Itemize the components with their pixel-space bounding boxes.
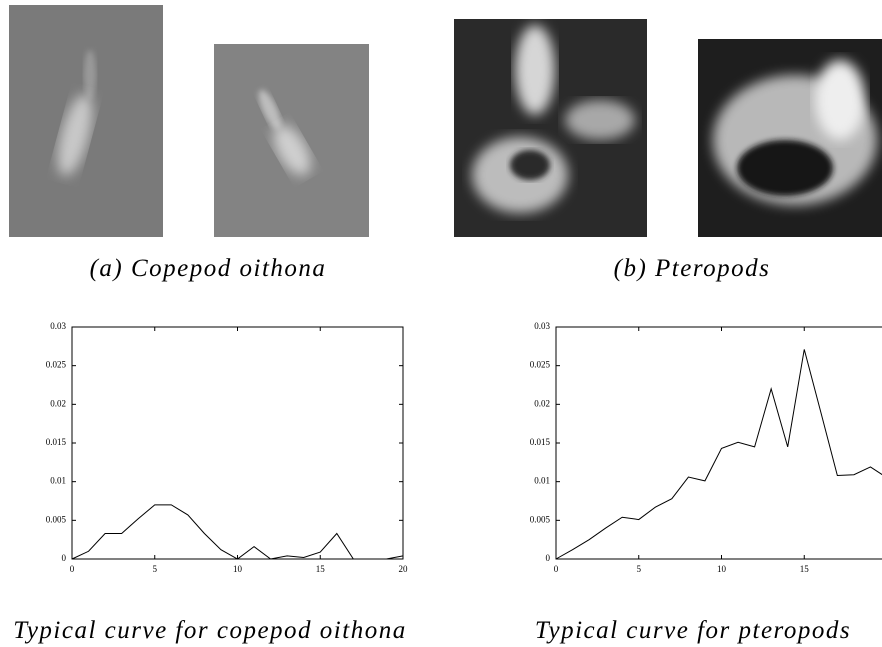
photo xyxy=(9,5,163,237)
x-tick-label: 0 xyxy=(70,564,75,574)
y-tick-label: 0.005 xyxy=(530,514,551,524)
y-tick-label: 0.015 xyxy=(530,437,551,447)
caption: (b) Pteropods xyxy=(614,255,771,282)
photo xyxy=(454,19,647,237)
x-tick-label: 5 xyxy=(153,564,158,574)
x-tick-label: 10 xyxy=(233,564,243,574)
plot-frame xyxy=(555,326,882,560)
x-tick-label: 10 xyxy=(717,564,727,574)
y-tick-label: 0.01 xyxy=(50,476,66,486)
y-tick-label: 0.02 xyxy=(534,398,550,408)
caption: (a) Copepod oithona xyxy=(90,255,327,282)
x-tick-label: 15 xyxy=(316,564,326,574)
x-tick-label: 0 xyxy=(554,564,559,574)
x-tick-label: 20 xyxy=(399,564,409,574)
photo xyxy=(698,39,882,237)
data-line xyxy=(71,504,404,560)
y-tick-label: 0.02 xyxy=(50,398,66,408)
plot-frame xyxy=(71,326,404,560)
y-tick-label: 0.03 xyxy=(534,321,550,331)
y-tick-label: 0 xyxy=(546,553,551,563)
y-tick-label: 0.01 xyxy=(534,476,550,486)
y-tick-label: 0.015 xyxy=(46,437,67,447)
y-tick-label: 0 xyxy=(62,553,67,563)
x-tick-label: 5 xyxy=(637,564,642,574)
data-line xyxy=(555,349,882,560)
chart-caption: Typical curve for copepod oithona xyxy=(13,617,406,644)
y-tick-label: 0.025 xyxy=(530,360,551,370)
y-tick-label: 0.005 xyxy=(46,514,67,524)
y-tick-label: 0.025 xyxy=(46,360,67,370)
chart-caption: Typical curve for pteropods xyxy=(535,617,851,644)
x-tick-label: 15 xyxy=(800,564,810,574)
y-tick-label: 0.03 xyxy=(50,321,66,331)
photo xyxy=(214,44,369,237)
